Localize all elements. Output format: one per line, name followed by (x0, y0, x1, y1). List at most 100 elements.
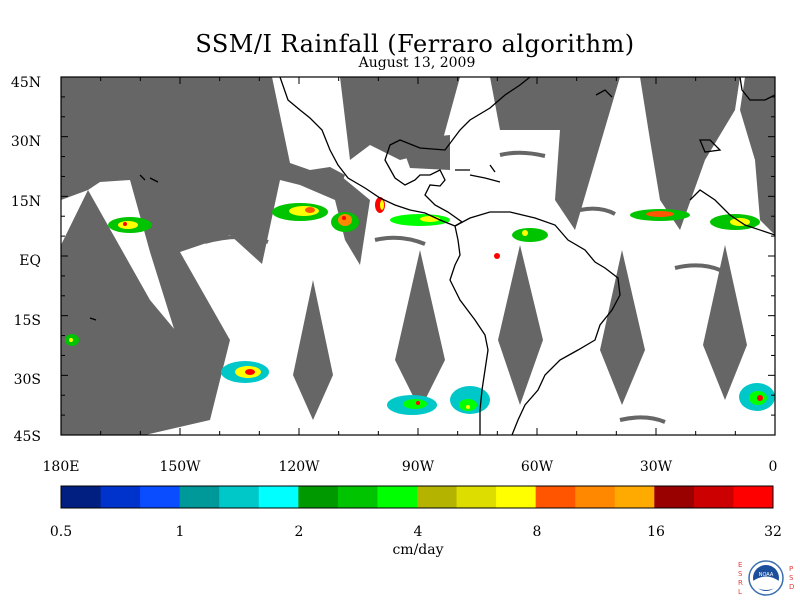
rain-patch (630, 209, 690, 221)
colorbar-swatch (219, 486, 260, 508)
colorbar-swatch (100, 486, 141, 508)
colorbar-tick-4: 4 (414, 524, 423, 540)
island-coast (89, 174, 159, 321)
lat-label-15s: 15S (14, 313, 41, 329)
swath-gap (61, 77, 345, 264)
colorbar-swatch (496, 486, 537, 508)
lon-label-180e: 180E (43, 459, 80, 475)
lat-label-eq: EQ (19, 253, 41, 269)
colorbar-swatch (693, 486, 734, 508)
lat-label-45n: 45N (11, 75, 41, 91)
newfoundland-coast (595, 89, 613, 98)
swath-gap (740, 77, 775, 235)
colorbar-tick-1: 1 (176, 524, 185, 540)
swath-gap (395, 250, 445, 410)
colorbar-swatch (179, 486, 220, 508)
swath-edge-arcs (61, 150, 721, 430)
map-date: August 13, 2009 (358, 55, 476, 71)
lat-label-15n: 15N (11, 194, 41, 210)
colorbar-swatch (61, 486, 102, 508)
caribbean-coast (455, 164, 501, 183)
swath-gap (490, 77, 620, 230)
swath-gap (703, 245, 747, 400)
colorbar-swatch (614, 486, 655, 508)
svg-text:L: L (738, 588, 742, 596)
swath-arc (61, 396, 101, 404)
lat-ticks (61, 76, 775, 436)
colorbar-swatch (456, 486, 497, 508)
colorbar-swatch (377, 486, 418, 508)
colorbar-unit: cm/day (392, 542, 443, 558)
rain-patch (65, 334, 79, 346)
colorbar-swatch (140, 486, 181, 508)
lon-label-90w: 90W (402, 459, 435, 475)
swath-arc (129, 362, 186, 372)
colorbar-swatch (417, 486, 458, 508)
colorbar-swatch (258, 486, 299, 508)
svg-text:D: D (789, 583, 794, 591)
colorbar (60, 485, 774, 509)
lat-label-30s: 30S (14, 372, 41, 388)
swath-arc (499, 150, 546, 158)
colorbar-tick-32: 32 (764, 524, 782, 540)
noaa-text: NOAA (759, 572, 774, 578)
rain-patch (108, 217, 152, 233)
colorbar-swatch (654, 486, 695, 508)
rain-patch (331, 212, 359, 232)
rain-patch (272, 203, 328, 221)
svg-text:P: P (789, 565, 793, 573)
map-title: SSM/I Rainfall (Ferraro algorithm) (195, 30, 635, 58)
swath-gap (293, 280, 333, 420)
rain-patch (221, 361, 269, 383)
colorbar-swatch (733, 486, 774, 508)
rain-patch (739, 383, 775, 411)
swath-arc (204, 235, 269, 244)
noaa-esrl-psd-logo: E S R L NOAA P S D (738, 560, 794, 596)
logo-esrl-letters: E S R L (738, 561, 743, 596)
svg-text:S: S (789, 574, 794, 582)
colorbar-swatch (535, 486, 576, 508)
lon-label-0: 0 (769, 459, 778, 475)
rain-patch (387, 395, 437, 415)
colorbar-tick-2: 2 (295, 524, 304, 540)
lon-label-60w: 60W (521, 459, 554, 475)
rain-patch (494, 253, 500, 259)
swath-arc (619, 415, 666, 424)
lat-label-45s: 45S (14, 429, 41, 445)
colorbar-frame (60, 485, 774, 509)
greenland-coast (699, 77, 775, 153)
lon-label-30w: 30W (640, 459, 673, 475)
africa-coast (689, 189, 775, 236)
no-data-swaths (61, 77, 775, 435)
colorbar-tick-16: 16 (647, 524, 665, 540)
noaa-emblem: NOAA (748, 560, 784, 596)
north-america-coast (279, 77, 531, 227)
south-america-coast (449, 211, 621, 435)
swath-arc (674, 263, 721, 272)
swath-gap (640, 77, 740, 230)
rain-patch (450, 386, 490, 414)
swath-gap (150, 252, 230, 420)
swath-gap (600, 250, 645, 405)
swath-gap (400, 135, 450, 170)
colorbar-tick-8: 8 (533, 524, 542, 540)
lon-ticks (60, 77, 776, 435)
swath-arc (579, 206, 616, 216)
coastlines (89, 77, 775, 435)
rain-patch (375, 197, 385, 213)
svg-text:E: E (738, 561, 742, 569)
logo-psd-letters: P S D (789, 565, 794, 591)
colorbar-tick-0-5: 0.5 (50, 524, 72, 540)
swath-gap (61, 190, 210, 435)
lat-label-30n: 30N (11, 134, 41, 150)
lon-label-150w: 150W (159, 459, 201, 475)
svg-text:R: R (738, 579, 743, 587)
lon-label-120w: 120W (278, 459, 320, 475)
swath-arc (374, 235, 426, 246)
colorbar-swatch (298, 486, 339, 508)
colorbar-swatch (575, 486, 616, 508)
rain-patch (512, 228, 548, 242)
swath-gap (498, 245, 543, 405)
swath-arc (99, 421, 141, 430)
